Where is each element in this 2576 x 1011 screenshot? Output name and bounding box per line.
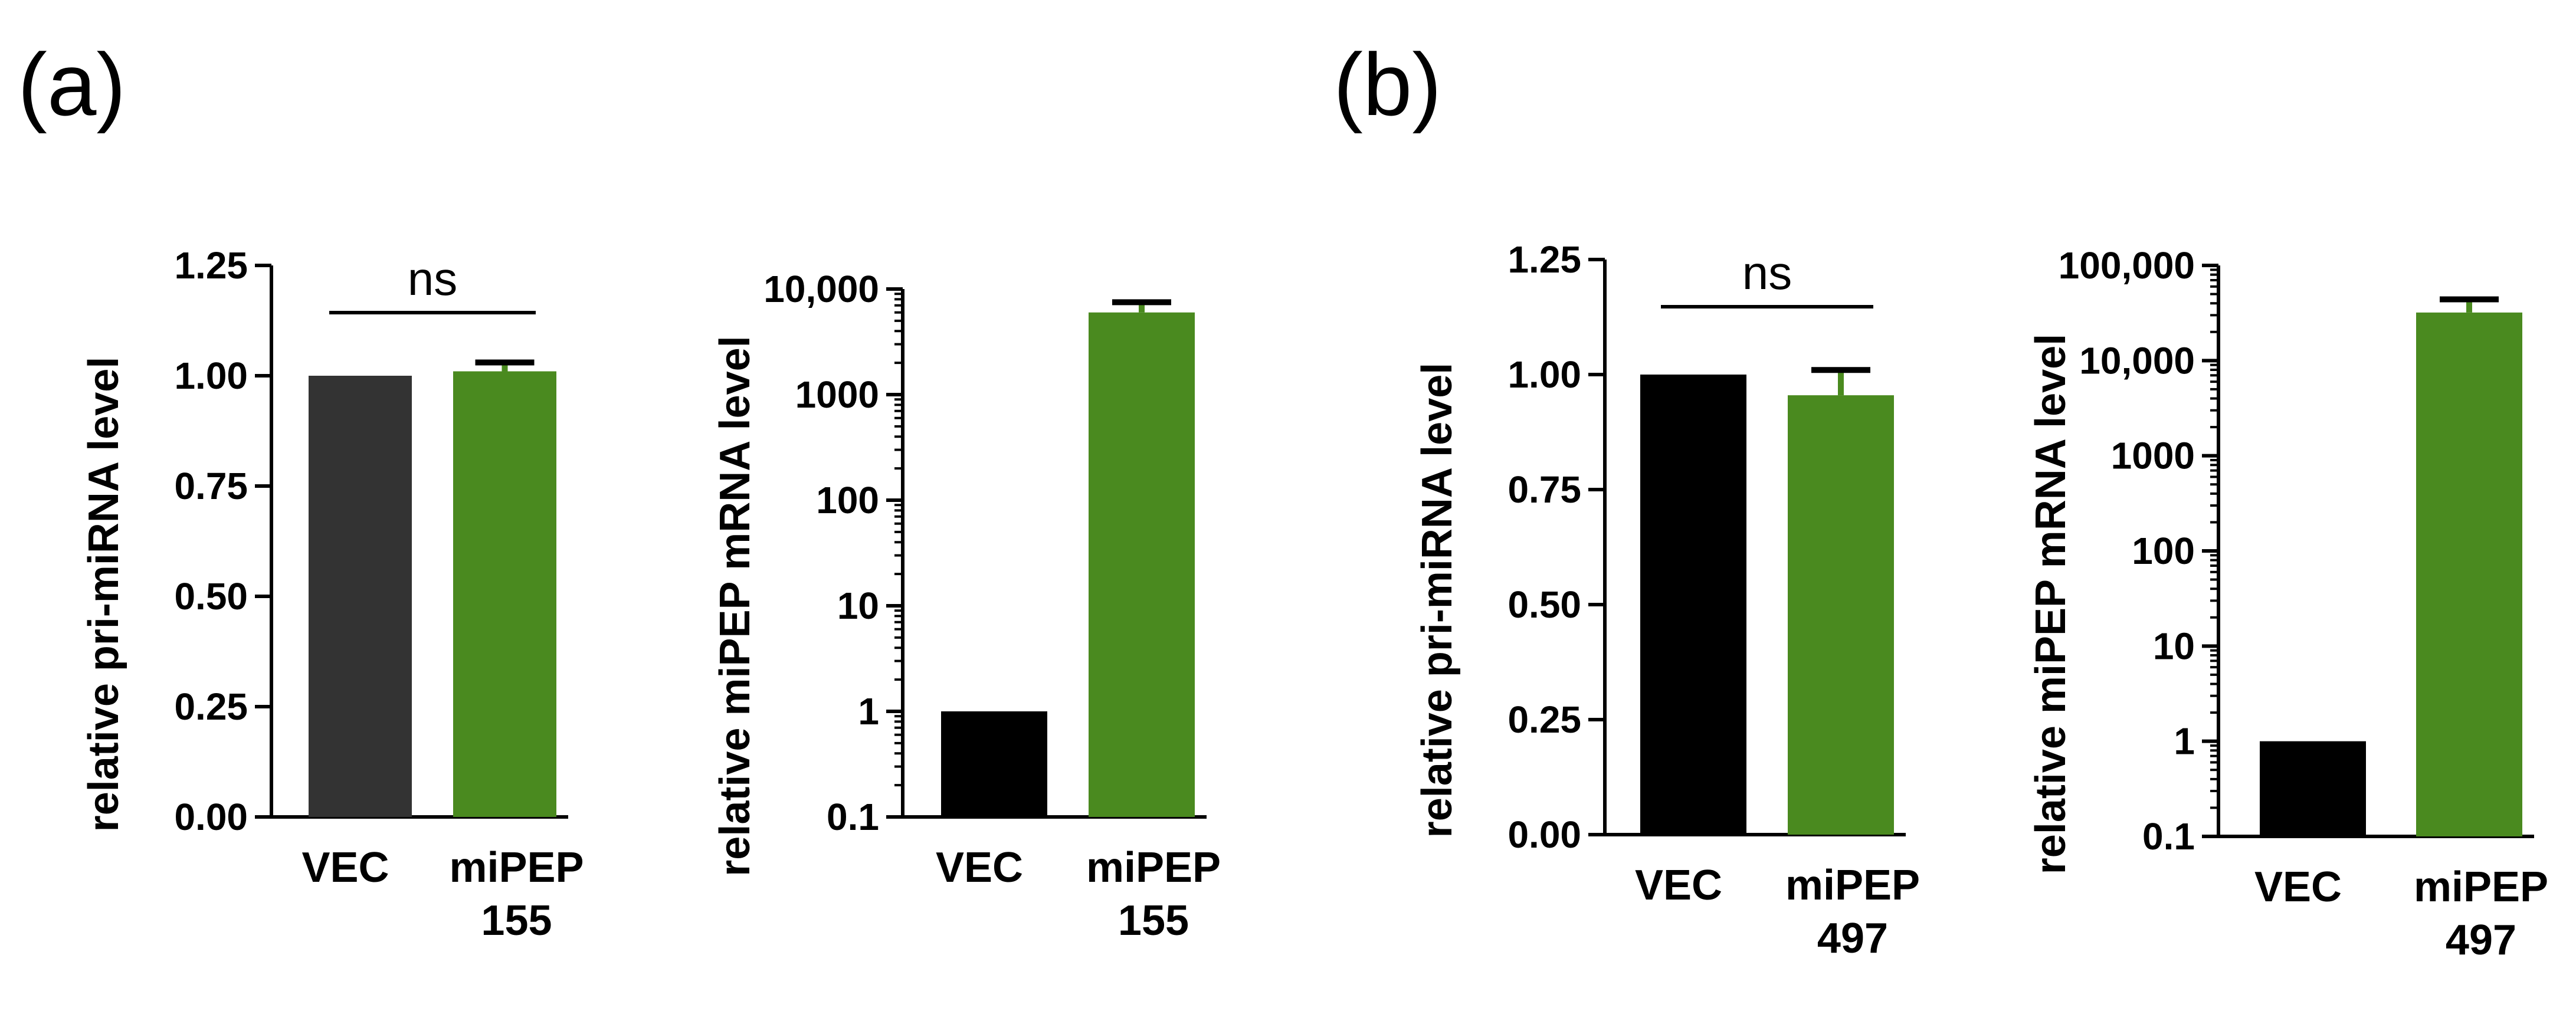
x-category-label: VEC [2254,864,2342,911]
x-category-label: 497 [1817,915,1888,962]
bar [1640,375,1746,835]
y-tick-label: 1.25 [174,244,248,287]
y-tick-label: 0.75 [1507,468,1581,511]
y-tick-label: 10,000 [2079,339,2195,382]
y-tick-label: 100 [2132,530,2195,572]
y-tick-label: 100 [816,479,879,521]
y-tick-label: 1 [2174,720,2195,763]
y-tick-label: 1000 [795,373,879,416]
y-tick-label: 1 [858,690,879,733]
y-axis-label: relative pri-miRNA level [1414,363,1461,838]
y-tick-label: 1000 [2111,435,2195,477]
bar [1089,312,1195,817]
y-tick-label: 0.00 [1507,813,1581,856]
bar [309,376,412,817]
chart-b-pri-mirna: 0.00 0.25 0.50 0.75 1.00 1.25 relative pri-miR… [1414,238,1920,962]
y-tick-label: 10 [2153,625,2195,667]
y-tick-label: 1.00 [174,354,248,397]
y-axis-label: relative miPEP mRNA level [2027,334,2074,874]
y-tick-label: 10,000 [763,268,879,310]
x-category-label: 155 [1118,897,1189,944]
chart-a-pri-mirna: 0.00 0.25 0.50 0.75 1.00 1.25 relative pri-miR… [80,244,584,944]
x-category-label: miPEP [449,844,584,891]
x-category-label: VEC [936,844,1023,891]
y-tick-label: 0.50 [174,575,248,618]
x-category-label: 155 [481,897,552,944]
y-tick-label: 0.50 [1507,583,1581,626]
y-tick-label: 0.1 [827,796,879,838]
x-category-label: miPEP [1785,862,1920,909]
y-tick-label: 0.75 [174,465,248,507]
bar [2416,312,2522,836]
panel-label-a: (a) [18,35,126,134]
y-tick-label: 1.00 [1507,353,1581,396]
y-tick-label: 100,000 [2059,244,2195,287]
significance-label: ns [1742,247,1792,299]
y-tick-label: 0.1 [2142,815,2195,858]
y-tick-label: 0.00 [174,796,248,838]
x-category-label: VEC [1635,862,1722,909]
y-axis-label: relative pri-miRNA level [80,357,127,832]
chart-b-mipep-mrna: 0.1 1 10 100 1000 10,000 100,000 relative miPEP… [2027,244,2548,964]
x-category-label: 497 [2446,917,2516,964]
y-axis-label: relative miPEP mRNA level [712,336,759,876]
bar [453,371,556,817]
bar [1788,395,1894,835]
bar [941,711,1047,817]
x-category-label: VEC [301,844,389,891]
bar [2260,741,2366,836]
panel-label-b: (b) [1333,35,1441,134]
y-tick-label: 1.25 [1507,238,1581,281]
x-category-label: miPEP [1086,844,1221,891]
y-tick-label: 0.25 [1507,698,1581,741]
y-tick-label: 10 [837,585,879,627]
significance-label: ns [408,252,458,305]
y-tick-label: 0.25 [174,685,248,728]
x-category-label: miPEP [2414,864,2548,911]
